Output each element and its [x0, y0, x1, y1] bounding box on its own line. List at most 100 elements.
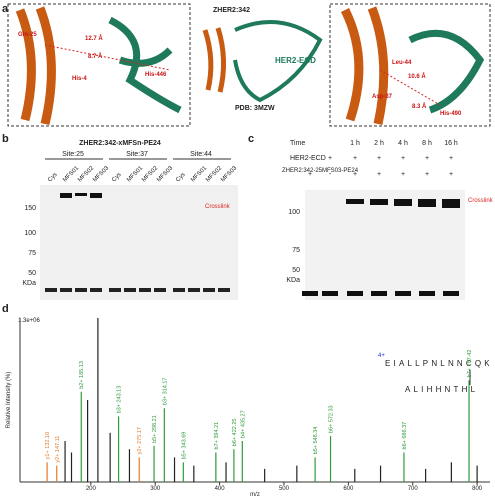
peak-label: b7+ 787.42	[467, 350, 473, 378]
band	[75, 193, 87, 196]
row-label: Time	[290, 140, 305, 147]
gel	[40, 185, 238, 300]
x-tick-label: 500	[279, 486, 290, 492]
sign: +	[401, 171, 405, 178]
band	[370, 199, 388, 205]
lane-label: Cys	[111, 172, 123, 184]
peak-label: y2+ 275.17	[137, 427, 143, 454]
marker: 50	[292, 267, 300, 274]
lane-label: Cys	[47, 172, 59, 184]
residue: Gln-25	[18, 32, 37, 38]
x-tick-label: 400	[215, 486, 226, 492]
band	[45, 288, 57, 292]
peak-label: b5+ 343.69	[181, 432, 187, 460]
panel-letter: d	[2, 303, 9, 315]
band	[395, 291, 411, 296]
x-tick-label: 800	[472, 486, 483, 492]
sign: +	[449, 155, 453, 162]
band	[394, 199, 412, 206]
lane-label: Cys	[175, 172, 187, 184]
site-label: Site:37	[126, 151, 148, 158]
distance: 10.6 Å	[408, 73, 426, 80]
helix	[340, 6, 389, 125]
site-label: Site:25	[62, 151, 84, 158]
peak-label: y1+ 132.10	[45, 432, 51, 459]
peak-label: b6+ 572.33	[329, 405, 335, 433]
band	[90, 193, 102, 198]
row-label: HER2-ECD	[290, 155, 326, 162]
marker: 50	[28, 270, 36, 277]
band	[347, 291, 363, 296]
scale-label: 1.3e+06	[18, 318, 41, 324]
band	[90, 288, 102, 292]
sign: -	[329, 171, 332, 178]
sign: +	[377, 171, 381, 178]
x-tick-label: 600	[343, 486, 354, 492]
peak-label: b6+ 422.25	[232, 419, 238, 447]
panel-letter: b	[2, 133, 9, 145]
residue: His-4	[72, 76, 87, 82]
lane-label: MFS03	[92, 165, 110, 183]
sign: +	[449, 171, 453, 178]
gel-title: ZHER2:342-xMFSn-PE24	[79, 140, 161, 147]
peak-label: b3+ 243.13	[117, 386, 123, 414]
helix	[15, 6, 56, 126]
marker: 100	[24, 230, 36, 237]
marker: 100	[288, 209, 300, 216]
band	[322, 291, 338, 296]
band	[203, 288, 215, 292]
band	[302, 291, 318, 296]
y-axis-label: Relative Intensity (%)	[6, 372, 12, 429]
band	[443, 291, 459, 296]
label: PDB: 3MZW	[235, 105, 275, 112]
x-axis-label: m/z	[250, 492, 260, 498]
residue: Asp-37	[372, 94, 393, 100]
distance-line	[44, 44, 171, 71]
band	[218, 288, 230, 292]
band	[124, 288, 136, 292]
distance: 12.7 Å	[85, 35, 103, 42]
unit: KDa	[286, 277, 300, 284]
label: ZHER2:342	[213, 7, 250, 14]
row-label: ZHER2:342-25MFS03-PE24	[282, 168, 359, 174]
domain	[408, 29, 485, 114]
peptide: EIALLPNLNNCQK	[385, 359, 493, 368]
peak-label: b5+ 548.34	[313, 427, 319, 455]
sign: +	[425, 155, 429, 162]
band	[442, 199, 460, 208]
x-tick-label: 700	[408, 486, 419, 492]
distance: 8.7 Å	[88, 53, 103, 60]
marker: 75	[28, 250, 36, 257]
peak-label: b7+ 394.21	[214, 422, 220, 450]
sign: +	[308, 171, 312, 178]
residue: Leu-44	[392, 60, 412, 66]
panel-letter: a	[2, 3, 9, 15]
time-label: 8 h	[422, 140, 432, 147]
sign: +	[425, 171, 429, 178]
band	[75, 288, 87, 292]
sign: -	[309, 155, 312, 162]
band	[60, 193, 72, 198]
charge: 4+	[378, 353, 385, 359]
time-label: 2 h	[374, 140, 384, 147]
time-label: 1 h	[350, 140, 360, 147]
residue: His-490	[440, 111, 462, 117]
helix	[202, 27, 227, 93]
panel-letter: c	[248, 133, 254, 145]
arrow-label: Crosslink	[468, 198, 494, 204]
sign: +	[401, 155, 405, 162]
distance: 8.3 Å	[412, 103, 427, 110]
band	[173, 288, 185, 292]
peak-label: b2+ 185.13	[79, 361, 85, 389]
unit: KDa	[22, 280, 36, 287]
time-label: 16 h	[444, 140, 458, 147]
band	[371, 291, 387, 296]
residue: His-446	[145, 72, 167, 78]
sign: +	[353, 171, 357, 178]
band	[109, 288, 121, 292]
peak-label: b6+ 686.37	[402, 422, 408, 450]
band	[188, 288, 200, 292]
distance-line	[379, 69, 441, 106]
x-tick-label: 300	[150, 486, 161, 492]
